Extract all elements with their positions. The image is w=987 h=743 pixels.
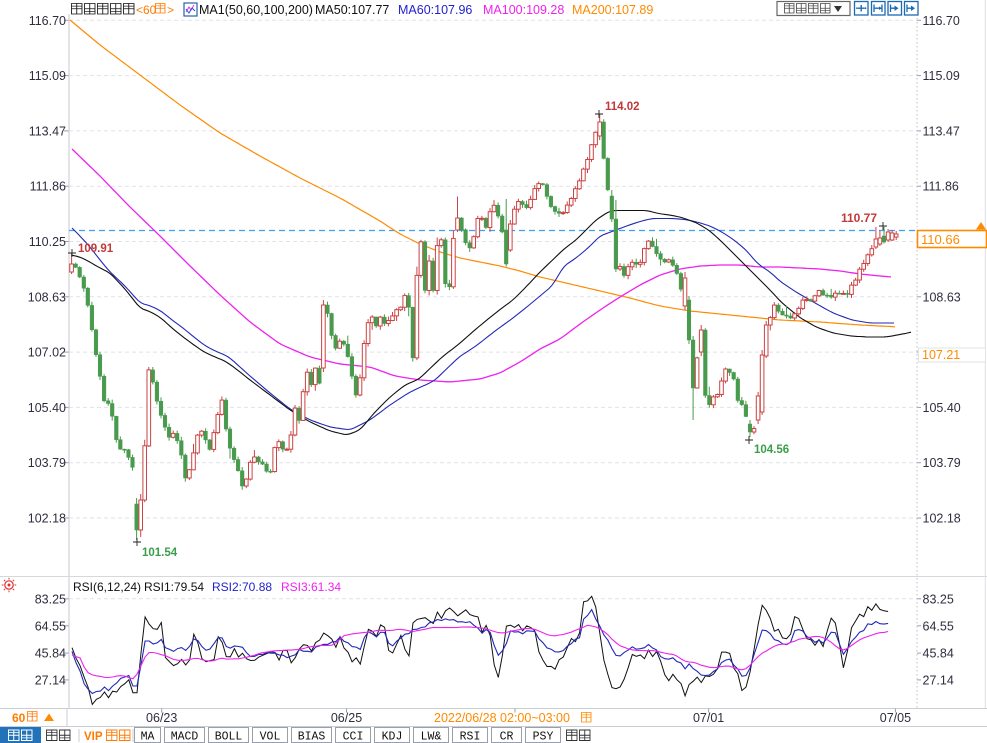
svg-text:45.84: 45.84 (35, 647, 66, 661)
svg-text:103.79: 103.79 (923, 456, 961, 470)
svg-text:KDJ: KDJ (382, 731, 403, 743)
svg-text:107.02: 107.02 (28, 346, 66, 360)
svg-text:60: 60 (12, 711, 26, 725)
svg-text:06/23: 06/23 (146, 711, 177, 725)
svg-text:64.55: 64.55 (923, 619, 954, 633)
svg-text:107.21: 107.21 (922, 348, 960, 362)
svg-text:MA50:107.77: MA50:107.77 (315, 3, 389, 17)
svg-text:102.18: 102.18 (923, 512, 961, 526)
svg-text:RSI1:79.54: RSI1:79.54 (144, 580, 204, 594)
svg-text:MA: MA (141, 731, 155, 743)
svg-text:110.25: 110.25 (29, 235, 66, 249)
svg-text:114.02: 114.02 (605, 101, 640, 113)
svg-text:BIAS: BIAS (298, 731, 326, 743)
svg-text:RSI2:70.88: RSI2:70.88 (212, 580, 272, 594)
svg-text:105.40: 105.40 (923, 401, 961, 415)
svg-text:RSI3:61.34: RSI3:61.34 (281, 580, 341, 594)
svg-text:113.47: 113.47 (29, 124, 66, 138)
svg-text:103.79: 103.79 (28, 456, 66, 470)
svg-text:06/25: 06/25 (331, 711, 362, 725)
svg-text:CR: CR (500, 731, 514, 743)
svg-text:115.09: 115.09 (29, 69, 66, 83)
svg-text:MA200:107.89: MA200:107.89 (572, 3, 653, 17)
svg-text:102.18: 102.18 (28, 512, 66, 526)
svg-text:MA100:109.28: MA100:109.28 (483, 3, 564, 17)
svg-text:CCI: CCI (343, 731, 364, 743)
svg-text:MA1(50,60,100,200): MA1(50,60,100,200) (199, 3, 313, 17)
svg-text:VOL: VOL (260, 731, 281, 743)
svg-text:104.56: 104.56 (754, 444, 789, 456)
svg-text:108.63: 108.63 (28, 290, 66, 304)
svg-text:116.70: 116.70 (29, 14, 66, 28)
svg-text:<60: <60 (136, 3, 157, 17)
svg-text:2022/06/28 02:00~03:00: 2022/06/28 02:00~03:00 (434, 711, 570, 725)
svg-text:105.40: 105.40 (28, 401, 66, 415)
svg-text:108.63: 108.63 (923, 290, 961, 304)
svg-text:MACD: MACD (171, 731, 199, 743)
svg-text:101.54: 101.54 (142, 547, 178, 559)
svg-text:07/05: 07/05 (880, 711, 911, 725)
svg-text:64.55: 64.55 (35, 619, 66, 633)
svg-text:BOLL: BOLL (215, 731, 243, 743)
svg-text:111.86: 111.86 (923, 180, 959, 194)
svg-text:83.25: 83.25 (923, 592, 954, 606)
svg-text:MA60:107.96: MA60:107.96 (398, 3, 472, 17)
svg-text:27.14: 27.14 (923, 673, 954, 687)
svg-text:110.77: 110.77 (841, 211, 877, 225)
svg-text:115.09: 115.09 (923, 69, 960, 83)
svg-text:07/01: 07/01 (693, 711, 724, 725)
svg-text:VIP: VIP (84, 731, 103, 743)
svg-text:LW&: LW& (421, 731, 442, 743)
svg-text:RSI: RSI (460, 731, 481, 743)
svg-text:45.84: 45.84 (923, 647, 954, 661)
svg-text:RSI(6,12,24): RSI(6,12,24) (73, 580, 141, 594)
svg-text:109.91: 109.91 (78, 243, 114, 255)
svg-text:27.14: 27.14 (35, 673, 66, 687)
svg-text:83.25: 83.25 (35, 592, 66, 606)
svg-text:110.66: 110.66 (921, 232, 960, 247)
svg-text:PSY: PSY (533, 731, 554, 743)
svg-text:116.70: 116.70 (923, 14, 960, 28)
svg-text:111.86: 111.86 (30, 180, 66, 194)
svg-text:>: > (167, 3, 174, 17)
svg-text:113.47: 113.47 (923, 124, 960, 138)
